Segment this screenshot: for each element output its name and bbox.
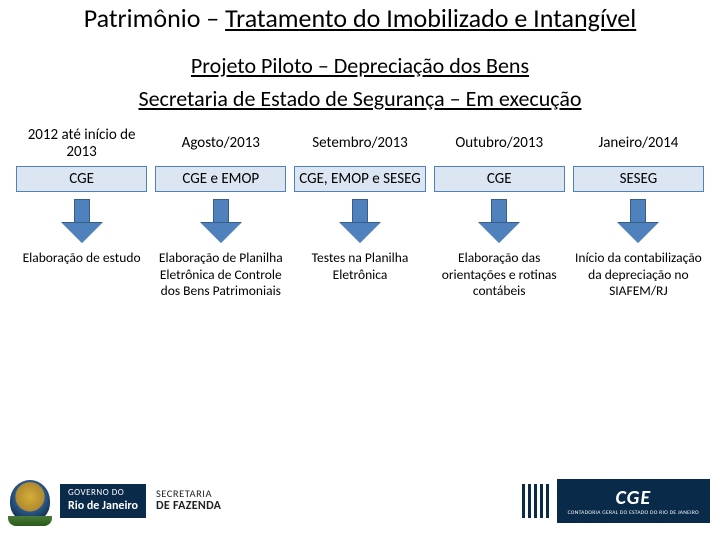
title-plain: Patrimônio – (84, 2, 225, 34)
down-arrow-icon (618, 199, 658, 245)
subtitle-2: Secretaria de Estado de Segurança – Em e… (0, 85, 720, 112)
desc-cell: Elaboração das orientações e rotinas con… (432, 250, 567, 299)
arrow-cell (153, 194, 288, 250)
bars-icon (522, 484, 549, 518)
date-cell: 2012 até início de 2013 (14, 124, 149, 164)
sec-line2: DE FAZENDA (156, 500, 221, 514)
entity-box: CGE (16, 166, 147, 193)
slide-footer: GOVERNO DO Rio de Janeiro SECRETARIA DE … (10, 472, 710, 530)
desc-cell: Elaboração de estudo (14, 250, 149, 266)
down-arrow-icon (340, 199, 380, 245)
down-arrow-icon (62, 199, 102, 245)
down-arrow-icon (201, 199, 241, 245)
arrow-cell (432, 194, 567, 250)
footer-left: GOVERNO DO Rio de Janeiro SECRETARIA DE … (10, 480, 221, 522)
arrow-cell (14, 194, 149, 250)
arrow-cell (571, 194, 706, 250)
entity-box: CGE (434, 166, 565, 193)
date-cell: Outubro/2013 (432, 124, 567, 164)
desc-cell: Início da contabilização da depreciação … (571, 250, 706, 299)
subtitle-1: Projeto Piloto – Depreciação dos Bens (0, 52, 720, 79)
desc-cell: Testes na Planilha Eletrônica (292, 250, 427, 282)
footer-right: CGE CONTADORIA GERAL DO ESTADO DO RIO DE… (522, 479, 710, 523)
date-cell: Janeiro/2014 (571, 124, 706, 164)
date-cell: Agosto/2013 (153, 124, 288, 164)
title-underlined: Tratamento do Imobilizado e Intangível (225, 2, 636, 34)
entity-box: CGE, EMOP e SESEG (294, 166, 425, 193)
gov-line2: Rio de Janeiro (68, 499, 138, 513)
cge-big: CGE (615, 486, 651, 510)
entity-box: SESEG (573, 166, 704, 193)
gov-logo: GOVERNO DO Rio de Janeiro (60, 484, 146, 517)
secretaria-logo: SECRETARIA DE FAZENDA (156, 488, 221, 514)
down-arrow-icon (479, 199, 519, 245)
date-cell: Setembro/2013 (292, 124, 427, 164)
slide-title: Patrimônio – Tratamento do Imobilizado e… (0, 0, 720, 34)
cge-small: CONTADORIA GERAL DO ESTADO DO RIO DE JAN… (568, 510, 699, 516)
entity-box: CGE e EMOP (155, 166, 286, 193)
arrow-cell (292, 194, 427, 250)
timeline-grid: 2012 até início de 2013 Agosto/2013 Sete… (0, 112, 720, 299)
desc-cell: Elaboração de Planilha Eletrônica de Con… (153, 250, 288, 299)
state-emblem-icon (10, 480, 50, 522)
gov-line1: GOVERNO DO (68, 488, 138, 499)
cge-logo: CGE CONTADORIA GERAL DO ESTADO DO RIO DE… (557, 479, 710, 523)
